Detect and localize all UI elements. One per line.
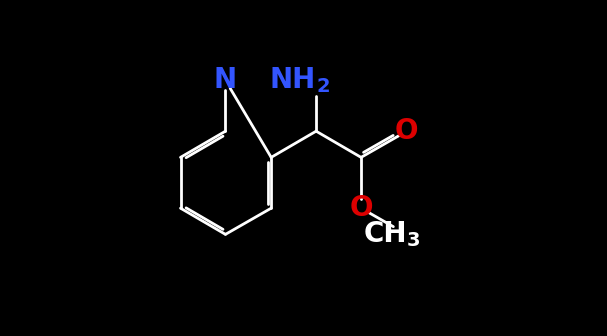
Text: O: O: [395, 117, 419, 145]
Text: 3: 3: [407, 231, 420, 250]
Text: N: N: [214, 67, 237, 94]
Text: NH: NH: [270, 67, 316, 94]
Text: 2: 2: [316, 77, 330, 96]
Text: O: O: [349, 194, 373, 222]
Text: CH: CH: [364, 220, 407, 248]
